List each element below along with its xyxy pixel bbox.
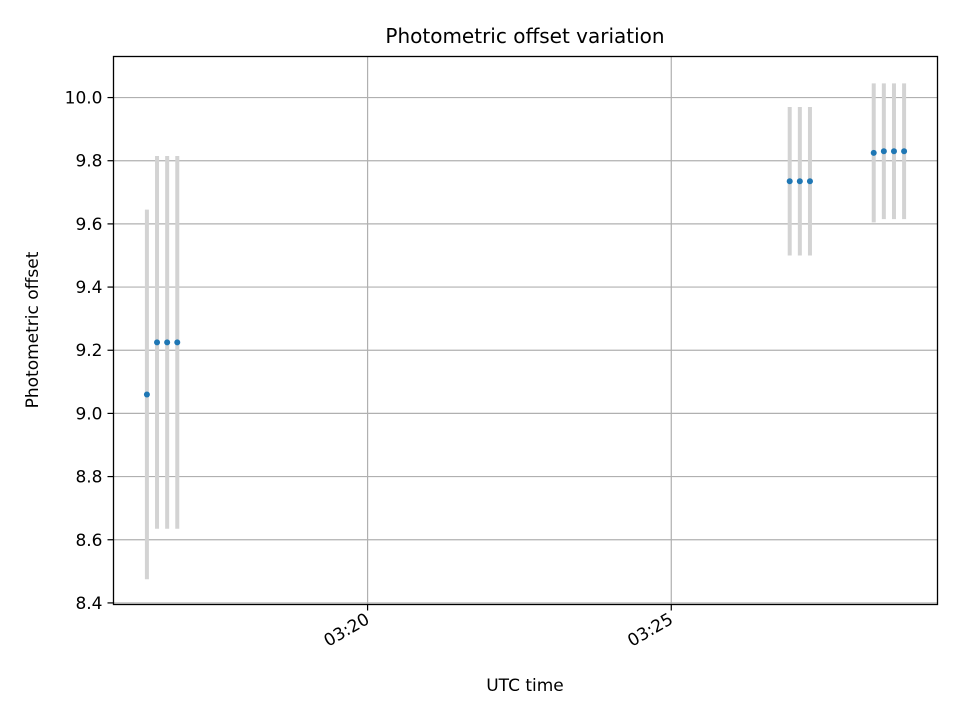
data-point (174, 339, 181, 346)
data-point (890, 148, 897, 155)
plot-area (113, 56, 938, 605)
y-tick-label: 9.4 (75, 278, 102, 298)
x-axis: 03:20 03:25 (321, 604, 677, 652)
x-tick-label: 03:20 (321, 610, 373, 652)
data-points (143, 148, 908, 398)
y-tick-label: 9.2 (75, 341, 102, 361)
data-point (870, 149, 877, 156)
data-point (164, 339, 171, 346)
x-tick-label: 03:25 (624, 610, 676, 652)
y-tick-label: 10.0 (65, 89, 103, 109)
plot-frame (112, 55, 939, 606)
data-point (143, 391, 150, 398)
data-point (154, 339, 161, 346)
data-point (880, 148, 887, 155)
grid (113, 56, 938, 605)
y-tick-label: 8.4 (75, 594, 102, 614)
y-tick-label: 8.6 (75, 531, 102, 551)
data-point (901, 148, 908, 155)
y-axis-label: Photometric offset (23, 251, 43, 408)
data-point (796, 178, 803, 185)
y-tick-label: 9.6 (75, 215, 102, 235)
y-tick-label: 9.0 (75, 404, 102, 424)
y-axis: 8.4 8.6 8.8 9.0 9.2 9.4 9.6 9.8 10.0 (65, 89, 114, 614)
data-point (806, 178, 813, 185)
y-tick-label: 9.8 (75, 152, 102, 172)
chart-title: Photometric offset variation (385, 24, 664, 48)
y-tick-label: 8.8 (75, 468, 102, 488)
data-point (786, 178, 793, 185)
x-axis-label: UTC time (486, 676, 564, 696)
